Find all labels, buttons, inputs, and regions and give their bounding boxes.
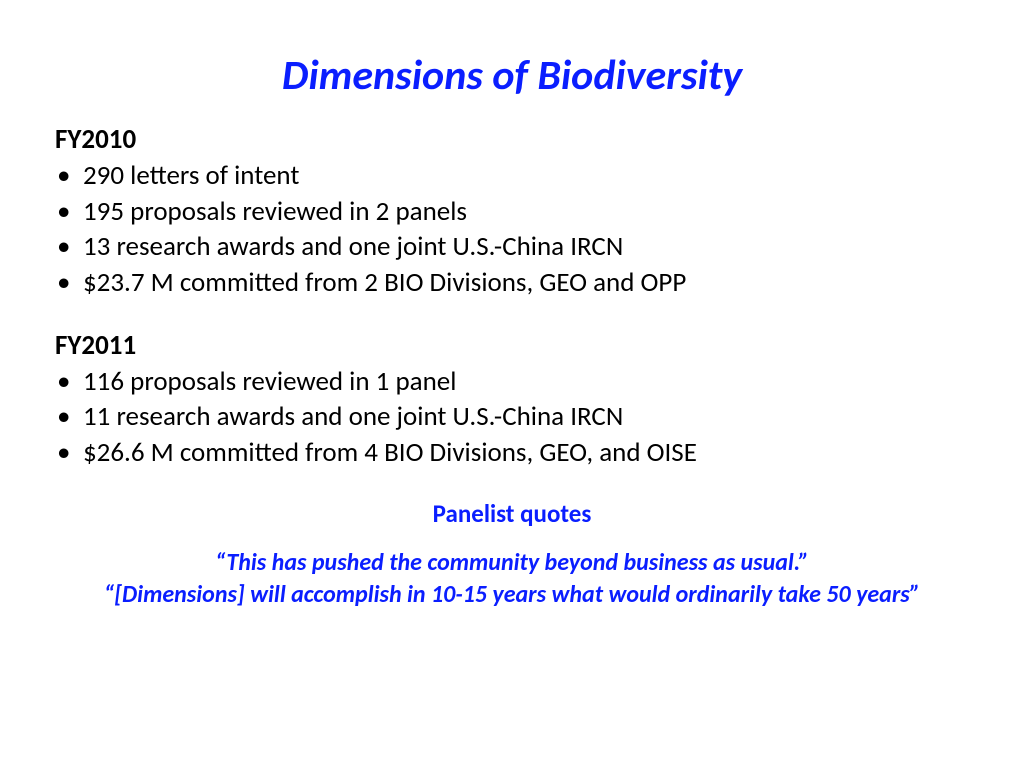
list-item: 290 letters of intent [55,158,969,194]
list-item: 195 proposals reviewed in 2 panels [55,194,969,230]
quote-line: “[Dimensions] will accomplish in 10-15 y… [55,579,969,610]
quote-line: “This has pushed the community beyond bu… [55,547,969,578]
list-item: 116 proposals reviewed in 1 panel [55,364,969,400]
section-fy2010: FY2010 290 letters of intent 195 proposa… [55,123,969,301]
bullet-list: 116 proposals reviewed in 1 panel 11 res… [55,364,969,471]
slide-title: Dimensions of Biodiversity [55,50,969,101]
list-item: 11 research awards and one joint U.S.-Ch… [55,399,969,435]
section-heading: FY2011 [55,329,969,362]
section-heading: FY2010 [55,123,969,156]
bullet-list: 290 letters of intent 195 proposals revi… [55,158,969,301]
quotes-heading: Panelist quotes [55,498,969,529]
slide-container: Dimensions of Biodiversity FY2010 290 le… [0,0,1024,768]
list-item: $26.6 M committed from 4 BIO Divisions, … [55,435,969,471]
section-fy2011: FY2011 116 proposals reviewed in 1 panel… [55,329,969,471]
list-item: 13 research awards and one joint U.S.-Ch… [55,229,969,265]
list-item: $23.7 M committed from 2 BIO Divisions, … [55,265,969,301]
